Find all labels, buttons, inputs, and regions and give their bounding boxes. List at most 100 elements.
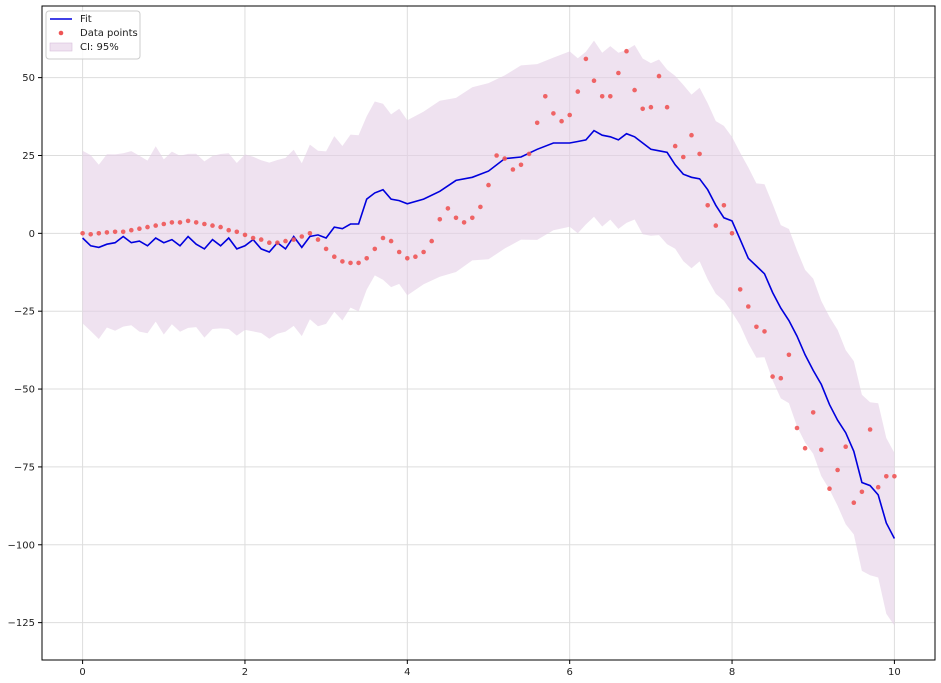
data-point <box>202 221 207 227</box>
data-point <box>746 304 751 309</box>
data-point <box>323 246 329 252</box>
data-point <box>177 220 183 225</box>
data-point <box>762 329 767 334</box>
data-point <box>713 223 719 228</box>
data-point <box>786 352 792 358</box>
data-point <box>616 70 621 76</box>
x-tick-label: 0 <box>79 667 85 678</box>
data-point <box>161 221 167 227</box>
plot-frame <box>41 5 936 661</box>
data-point <box>689 132 694 138</box>
data-point <box>534 120 540 126</box>
fit-series <box>82 129 896 539</box>
y-tick-label: 25 <box>22 151 35 162</box>
data-point <box>599 94 605 99</box>
data-point <box>754 324 759 330</box>
data-point <box>575 89 581 94</box>
data-point <box>583 56 589 62</box>
data-point <box>372 246 378 252</box>
data-point <box>737 287 743 292</box>
data-point <box>445 206 451 211</box>
data-point <box>640 106 645 112</box>
data-point <box>348 260 353 266</box>
data-point <box>80 231 85 236</box>
data-point <box>518 162 524 168</box>
data-point <box>437 217 443 222</box>
y-tick-label: 0 <box>29 229 35 240</box>
data-point <box>421 249 426 255</box>
data-point <box>234 229 240 235</box>
data-point <box>129 227 134 233</box>
data-point <box>632 87 637 93</box>
data-point <box>478 204 483 210</box>
data-point <box>275 240 280 245</box>
data-point <box>226 227 231 233</box>
x-tick-label: 8 <box>729 667 735 678</box>
data-point <box>218 224 223 230</box>
data-point <box>794 425 800 431</box>
data-point <box>672 143 678 149</box>
data-point <box>486 182 491 188</box>
data-point <box>388 238 394 244</box>
data-point <box>843 444 848 450</box>
data-point <box>892 474 897 479</box>
data-point <box>405 255 410 261</box>
data-point <box>697 151 702 157</box>
data-point <box>364 255 370 261</box>
data-point <box>526 151 532 157</box>
data-point <box>567 112 572 118</box>
data-point <box>315 237 321 242</box>
data-point <box>656 73 662 79</box>
data-point <box>283 238 288 244</box>
data-point <box>258 237 264 242</box>
x-axis: 0 2 4 6 8 10 <box>79 660 901 678</box>
data-point <box>705 203 710 208</box>
x-tick-label: 10 <box>888 667 901 678</box>
data-point <box>96 231 102 236</box>
data-points-series <box>80 48 897 506</box>
data-point <box>867 427 873 432</box>
fit-line <box>82 129 896 539</box>
data-point <box>875 484 881 490</box>
data-point <box>193 220 199 225</box>
data-point <box>120 229 126 235</box>
data-point <box>453 215 459 221</box>
legend-label-fit: Fit <box>80 14 92 25</box>
data-point <box>721 203 727 208</box>
data-point <box>104 230 110 235</box>
data-point <box>332 254 337 259</box>
ci-band <box>82 40 895 626</box>
data-point <box>396 249 402 255</box>
data-point <box>778 375 784 381</box>
legend-ci-swatch <box>49 42 73 52</box>
data-point <box>210 223 215 228</box>
y-tick-label: −100 <box>8 540 35 551</box>
legend-label-ci: CI: 95% <box>80 42 119 53</box>
y-tick-label: −50 <box>14 385 35 396</box>
data-point <box>648 104 654 110</box>
data-point <box>729 231 735 236</box>
data-point <box>551 111 556 116</box>
y-tick-label: −125 <box>8 618 35 629</box>
data-point <box>608 94 613 99</box>
data-point <box>356 260 361 266</box>
data-point <box>510 167 516 172</box>
data-point <box>299 234 305 239</box>
legend-label-points: Data points <box>80 28 138 39</box>
data-point <box>810 410 816 415</box>
x-tick-label: 6 <box>566 667 572 678</box>
confidence-band <box>82 40 895 626</box>
data-point <box>340 259 345 264</box>
data-point <box>559 118 564 124</box>
data-point <box>591 78 597 83</box>
y-tick-label: −25 <box>14 307 35 318</box>
data-point <box>802 445 808 451</box>
data-point <box>153 223 158 228</box>
data-point <box>413 254 418 259</box>
y-axis: 50 25 0 −25 −50 −75 −100 −125 <box>8 73 42 629</box>
data-point <box>461 220 467 225</box>
data-point <box>859 489 865 495</box>
data-point <box>291 237 297 242</box>
data-point <box>185 218 191 224</box>
